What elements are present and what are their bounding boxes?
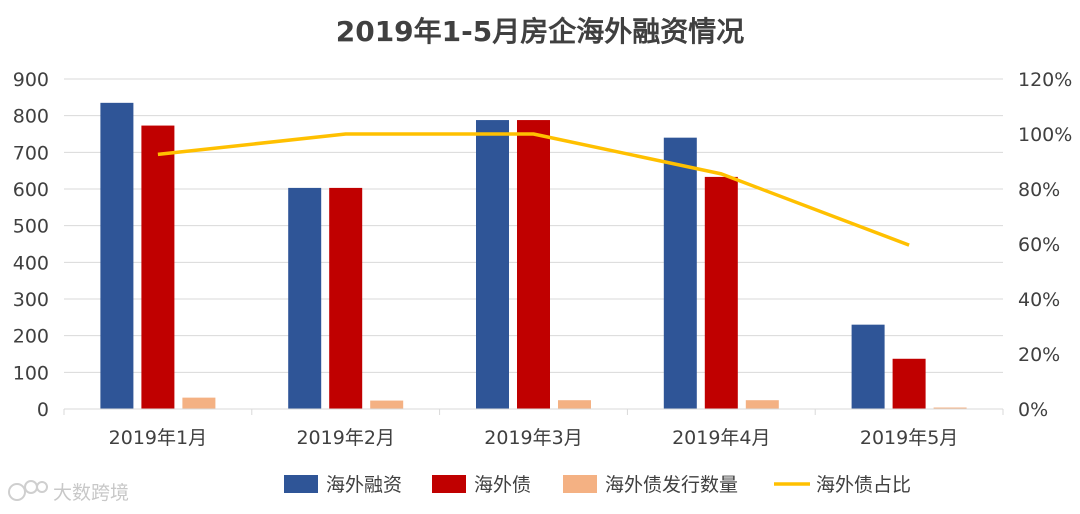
legend-label-4: 海外债占比 bbox=[816, 474, 911, 496]
bar-1-4 bbox=[663, 137, 697, 409]
y-right-tick-label: 0% bbox=[1018, 399, 1048, 421]
bar-3-5 bbox=[933, 407, 967, 409]
bar-2-1 bbox=[141, 125, 175, 410]
y-left-tick-label: 0 bbox=[37, 399, 49, 421]
x-tick-label: 2019年2月 bbox=[296, 427, 394, 449]
legend-label-3: 海外债发行数量 bbox=[605, 474, 738, 496]
bar-2-4 bbox=[704, 176, 738, 409]
y-right-tick-label: 60% bbox=[1018, 234, 1060, 256]
bar-3-4 bbox=[745, 400, 779, 409]
watermark: 大数跨境 bbox=[8, 480, 129, 504]
y-left-tick-label: 400 bbox=[13, 252, 49, 274]
y-left-tick-label: 300 bbox=[13, 289, 49, 311]
legend-label-2: 海外债 bbox=[474, 474, 531, 496]
bar-2-2 bbox=[329, 187, 363, 409]
legend-label-1: 海外融资 bbox=[326, 474, 402, 496]
bar-2-3 bbox=[517, 120, 550, 410]
y-right-tick-label: 20% bbox=[1018, 344, 1060, 366]
watermark-logo-icon bbox=[8, 480, 48, 501]
y-left-tick-label: 800 bbox=[13, 106, 49, 128]
ratio-line bbox=[157, 132, 910, 247]
x-tick-label: 2019年1月 bbox=[109, 427, 207, 449]
bar-3-3 bbox=[558, 400, 591, 409]
bar-2-5 bbox=[892, 358, 926, 409]
y-left-tick-label: 900 bbox=[13, 69, 49, 91]
y-left-tick-label: 600 bbox=[13, 179, 49, 201]
x-tick-label: 2019年3月 bbox=[484, 427, 582, 449]
y-left-tick-label: 500 bbox=[13, 216, 49, 238]
line-series bbox=[157, 132, 910, 247]
watermark-text: 大数跨境 bbox=[53, 482, 129, 504]
y-left-tick-label: 700 bbox=[13, 142, 49, 164]
y-left-tick-label: 200 bbox=[13, 326, 49, 348]
axes: 0 100 200 300 400 500 600 700 800 900 0% 20% 40% 60% 8… bbox=[13, 69, 1073, 449]
y-right-tick-label: 40% bbox=[1018, 289, 1060, 311]
legend: 海外融资 海外债 海外债发行数量 海外债占比 bbox=[284, 474, 911, 496]
bar-3-2 bbox=[370, 400, 404, 409]
y-right-tick-label: 100% bbox=[1018, 124, 1072, 146]
x-tick-label: 2019年5月 bbox=[860, 427, 958, 449]
bar-3-1 bbox=[182, 397, 216, 409]
y-left-tick-label: 100 bbox=[13, 362, 49, 384]
x-tick-label: 2019年4月 bbox=[672, 427, 770, 449]
bars bbox=[100, 102, 967, 410]
legend-swatch-2 bbox=[432, 475, 466, 493]
legend-swatch-3 bbox=[563, 475, 597, 493]
y-right-tick-label: 120% bbox=[1018, 69, 1072, 91]
legend-swatch-1 bbox=[284, 475, 318, 493]
bar-1-2 bbox=[288, 187, 322, 409]
bar-1-1 bbox=[100, 102, 134, 409]
y-right-tick-label: 80% bbox=[1018, 179, 1060, 201]
chart-title: 2019年1-5月房企海外融资情况 bbox=[336, 15, 745, 48]
bar-1-5 bbox=[851, 324, 885, 409]
bar-1-3 bbox=[476, 120, 509, 410]
